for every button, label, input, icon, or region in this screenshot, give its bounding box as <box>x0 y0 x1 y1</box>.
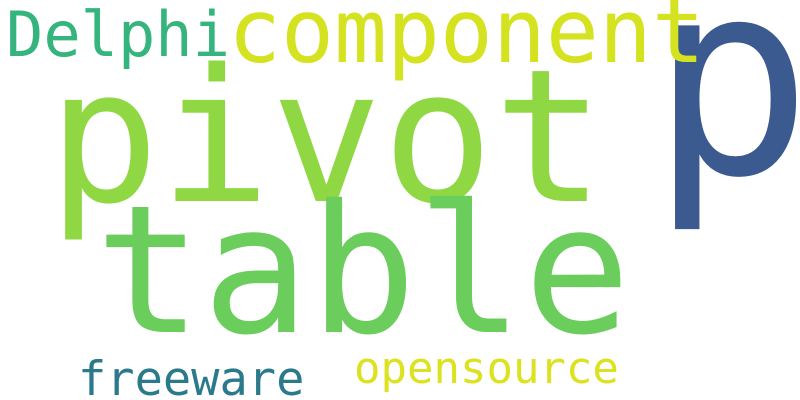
word-opensource: opensource <box>354 343 619 394</box>
word-table: table <box>95 167 631 374</box>
word-pivot: pivot <box>48 29 605 245</box>
word-delphi: Delphi <box>6 0 230 71</box>
word-p: p <box>650 0 800 237</box>
word-freeware: freeware <box>78 352 305 400</box>
word-component: component <box>228 0 705 83</box>
